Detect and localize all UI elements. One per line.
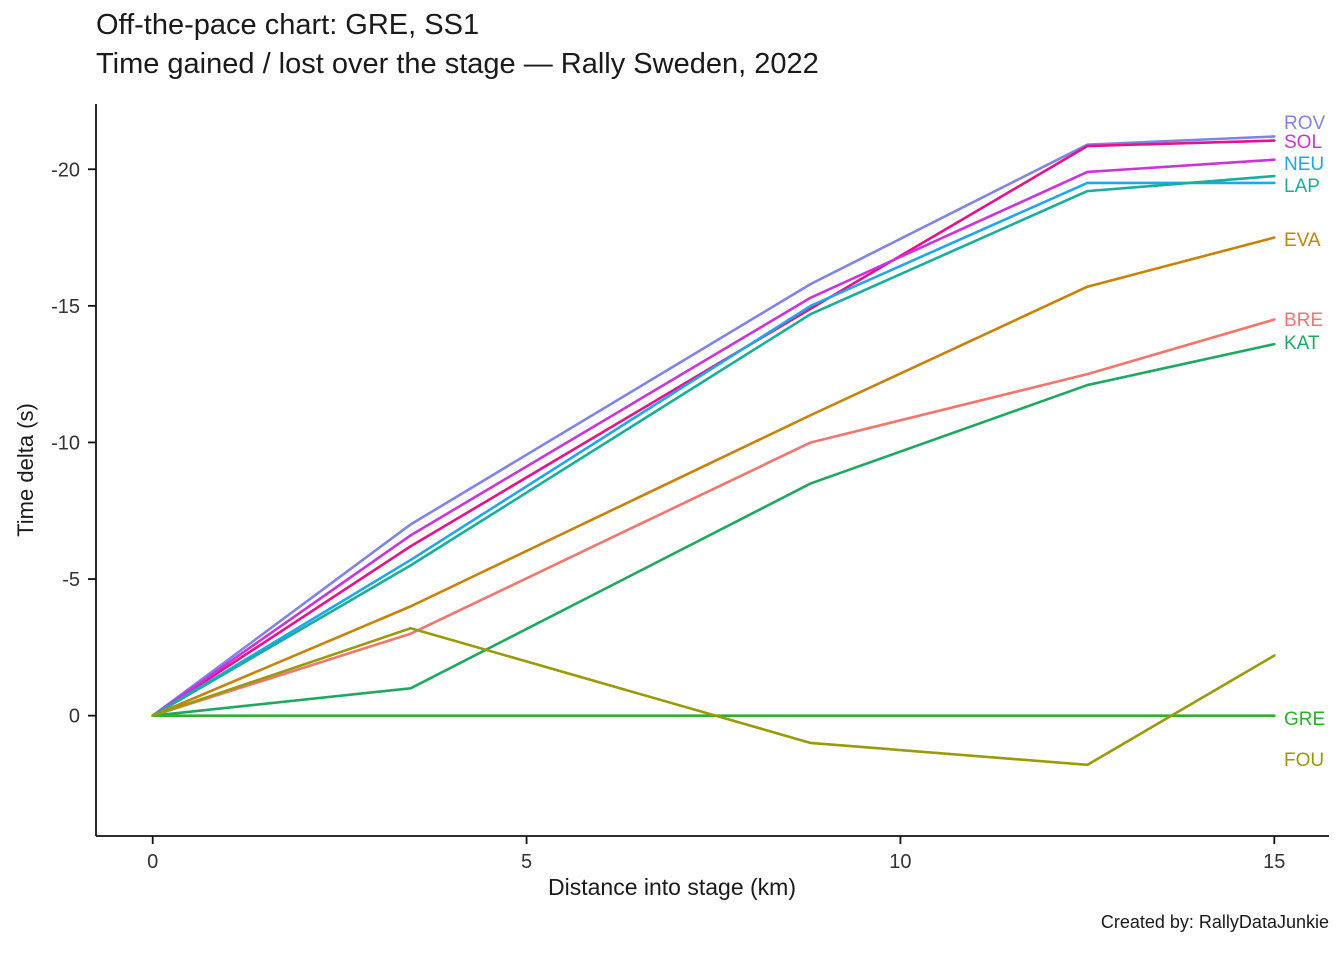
svg-text:5: 5 [521,851,532,873]
svg-text:-20: -20 [51,159,80,181]
svg-text:-10: -10 [51,432,80,454]
svg-text:BRE: BRE [1284,310,1323,331]
svg-text:15: 15 [1263,851,1285,873]
svg-text:0: 0 [147,851,158,873]
svg-text:ROV: ROV [1284,113,1326,134]
svg-text:-5: -5 [62,569,80,591]
svg-text:-15: -15 [51,296,80,318]
svg-text:10: 10 [889,851,911,873]
svg-text:KAT: KAT [1284,333,1320,354]
svg-text:GRE: GRE [1284,709,1325,730]
svg-text:EVA: EVA [1284,230,1321,251]
svg-text:SOL: SOL [1284,132,1322,153]
svg-text:0: 0 [69,706,80,728]
svg-text:LAP: LAP [1284,176,1320,197]
svg-text:Time delta (s): Time delta (s) [13,403,38,537]
svg-text:FOU: FOU [1284,750,1324,771]
svg-text:NEU: NEU [1284,154,1324,175]
